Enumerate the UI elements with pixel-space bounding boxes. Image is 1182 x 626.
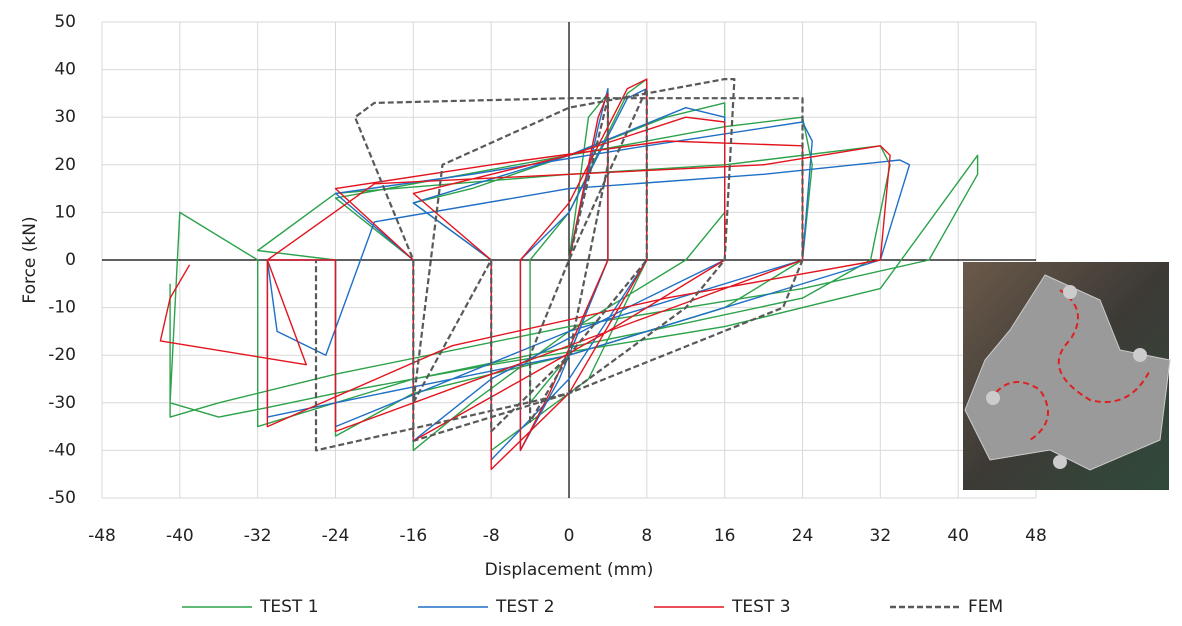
series-line xyxy=(266,87,911,461)
y-tick-label: -30 xyxy=(48,393,76,413)
y-tick-label: 0 xyxy=(65,250,76,270)
inset-photo xyxy=(963,262,1171,490)
y-tick-label: 20 xyxy=(54,155,76,175)
x-tick-label: -32 xyxy=(244,526,272,546)
x-tick-label: 24 xyxy=(792,526,814,546)
y-tick-label: 40 xyxy=(54,60,76,80)
x-tick-label: 48 xyxy=(1025,526,1047,546)
legend-label: TEST 3 xyxy=(731,597,791,617)
x-tick-label: 8 xyxy=(641,526,652,546)
y-tick-label: 10 xyxy=(54,202,76,222)
y-tick-label: -50 xyxy=(48,488,76,508)
x-tick-label: -16 xyxy=(399,526,427,546)
x-tick-label: 16 xyxy=(714,526,736,546)
x-tick-label: 0 xyxy=(564,526,575,546)
x-tick-label: -8 xyxy=(483,526,500,546)
legend-label: TEST 2 xyxy=(495,597,555,617)
y-tick-label: 50 xyxy=(54,12,76,32)
y-axis-title: Force (kN) xyxy=(20,216,40,303)
series-line xyxy=(159,78,891,471)
y-tick-label: -10 xyxy=(48,298,76,318)
x-tick-label: 40 xyxy=(947,526,969,546)
legend-label: FEM xyxy=(968,597,1003,617)
y-tick-label: -40 xyxy=(48,440,76,460)
x-tick-label: 32 xyxy=(870,526,892,546)
x-axis-title: Displacement (mm) xyxy=(485,560,654,580)
x-tick-label: -24 xyxy=(322,526,350,546)
legend-label: TEST 1 xyxy=(259,597,319,617)
y-tick-label: -20 xyxy=(48,345,76,365)
x-tick-label: -40 xyxy=(166,526,194,546)
series-line xyxy=(314,78,804,452)
x-tick-label: -48 xyxy=(88,526,116,546)
y-tick-label: 30 xyxy=(54,107,76,127)
